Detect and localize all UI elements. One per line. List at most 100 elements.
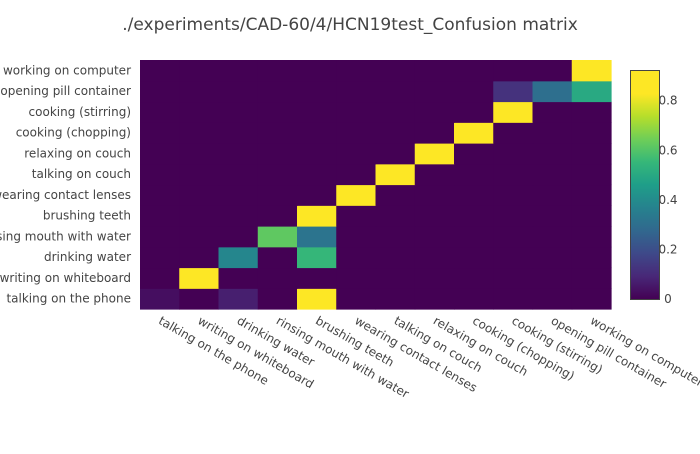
heatmap-cell: [140, 288, 180, 310]
heatmap-cell: [454, 163, 494, 186]
heatmap-cell: [257, 163, 298, 186]
heatmap-cell: [336, 163, 377, 186]
heatmap-cell: [336, 246, 377, 269]
colorbar-outline: [630, 70, 660, 300]
heatmap-cell: [532, 184, 573, 206]
heatmap-cell: [571, 101, 612, 123]
heatmap-cell: [454, 246, 494, 269]
heatmap-cell: [257, 184, 298, 206]
heatmap-cell: [454, 101, 494, 123]
heatmap-cell: [493, 184, 534, 206]
heatmap-cell: [414, 101, 455, 123]
heatmap-cell: [532, 205, 573, 227]
heatmap-cell: [336, 267, 377, 289]
heatmap-cell: [218, 205, 259, 227]
heatmap-cell: [414, 163, 455, 186]
heatmap-cell: [179, 226, 220, 248]
colorbar-tick-label: 0.8: [658, 94, 677, 108]
heatmap-cell: [336, 122, 377, 144]
heatmap-cell: [297, 184, 337, 206]
heatmap-cell: [257, 226, 298, 248]
heatmap-cell: [218, 288, 259, 310]
heatmap-cell: [414, 143, 455, 165]
heatmap-cell: [375, 205, 416, 227]
heatmap-cell: [257, 267, 298, 289]
heatmap-cell: [571, 205, 612, 227]
heatmap-cell: [532, 267, 573, 289]
heatmap-cell: [532, 143, 573, 165]
heatmap-cell: [257, 80, 298, 103]
colorbar-tick-label: 0.6: [658, 143, 677, 157]
heatmap-cell: [336, 101, 377, 123]
heatmap-cell: [375, 80, 416, 103]
colorbar-tick-label: 0: [664, 292, 672, 306]
heatmap-cell: [493, 80, 534, 103]
heatmap-cell: [179, 288, 220, 310]
heatmap-cell: [179, 205, 220, 227]
heatmap-cell: [532, 163, 573, 186]
heatmap-cell: [179, 60, 220, 82]
heatmap-cell: [414, 246, 455, 269]
heatmap-cell: [493, 101, 534, 123]
heatmap-cell: [571, 246, 612, 269]
heatmap-cell: [532, 226, 573, 248]
heatmap-cell: [571, 60, 612, 82]
y-tick-label: wearing contact lenses: [0, 188, 131, 202]
colorbar-gradient: [631, 71, 659, 299]
heatmap-cell: [218, 122, 259, 144]
heatmap-cell: [493, 163, 534, 186]
y-tick-label: drinking water: [44, 250, 131, 264]
heatmap-cell: [336, 80, 377, 103]
heatmap-cell: [532, 122, 573, 144]
y-tick-label: relaxing on couch: [24, 146, 131, 160]
heatmap-cell: [140, 122, 180, 144]
heatmap-cell: [336, 226, 377, 248]
heatmap-cell: [493, 143, 534, 165]
heatmap-cell: [454, 288, 494, 310]
heatmap-cell: [375, 288, 416, 310]
heatmap-cell: [140, 205, 180, 227]
heatmap-cell: [532, 80, 573, 103]
heatmap-cell: [375, 163, 416, 186]
heatmap-cell: [140, 226, 180, 248]
heatmap-cell: [297, 101, 337, 123]
heatmap-cell: [297, 122, 337, 144]
heatmap-cell: [179, 267, 220, 289]
heatmap-cell: [140, 163, 180, 186]
heatmap-cell: [454, 122, 494, 144]
heatmap-cell: [493, 205, 534, 227]
heatmap-cell: [375, 246, 416, 269]
heatmap-cell: [218, 267, 259, 289]
heatmap-cell: [297, 267, 337, 289]
y-tick-label: writing on whiteboard: [0, 271, 131, 285]
colorbar-tick-label: 0.4: [658, 193, 677, 207]
heatmap-cell: [532, 60, 573, 82]
heatmap-cell: [493, 288, 534, 310]
heatmap-cell: [414, 80, 455, 103]
heatmap-cell: [375, 60, 416, 82]
heatmap-cell: [571, 163, 612, 186]
heatmap-cell: [454, 80, 494, 103]
chart-title: ./experiments/CAD-60/4/HCN19test_Confusi…: [122, 15, 578, 35]
colorbar-tick-label: 0.2: [658, 242, 677, 256]
heatmap-cell: [218, 226, 259, 248]
y-tick-label: cooking (chopping): [16, 126, 131, 140]
y-tick-label: talking on couch: [32, 167, 131, 181]
heatmap-cell: [297, 143, 337, 165]
heatmap-cell: [414, 184, 455, 206]
heatmap-cell: [179, 163, 220, 186]
heatmap-cell: [414, 267, 455, 289]
heatmap-cell: [454, 60, 494, 82]
y-tick-label: working on computer: [3, 63, 131, 77]
heatmap-cell: [218, 101, 259, 123]
heatmap-cell: [179, 246, 220, 269]
heatmap-cell: [140, 246, 180, 269]
y-tick-label: brushing teeth: [43, 209, 131, 223]
heatmap-cell: [297, 288, 337, 310]
colorbar: 0 0.2 0.4 0.6 0.8: [630, 70, 678, 306]
colorbar-tick-labels: 0 0.2 0.4 0.6 0.8: [658, 94, 677, 306]
heatmap-cell: [454, 143, 494, 165]
